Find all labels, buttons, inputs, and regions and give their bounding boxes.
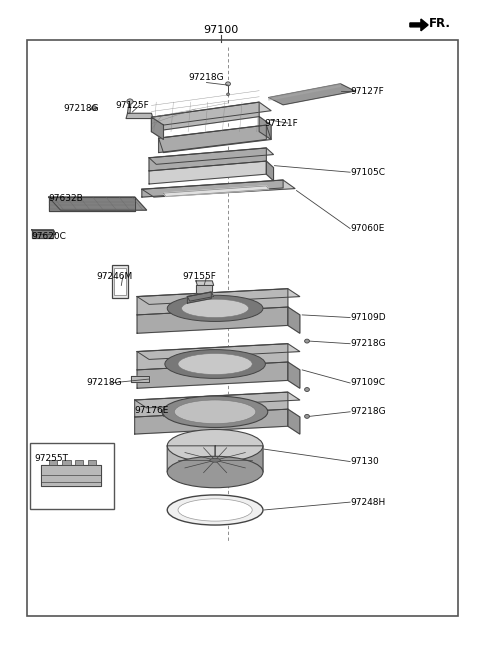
Polygon shape xyxy=(288,409,300,434)
Text: 97121F: 97121F xyxy=(264,119,298,128)
Polygon shape xyxy=(196,285,212,293)
Polygon shape xyxy=(269,84,340,100)
Polygon shape xyxy=(32,230,53,237)
Ellipse shape xyxy=(227,93,229,96)
Polygon shape xyxy=(149,148,266,171)
Polygon shape xyxy=(410,19,428,31)
Ellipse shape xyxy=(162,396,268,428)
Ellipse shape xyxy=(305,388,310,392)
Text: 97218G: 97218G xyxy=(350,407,386,417)
Polygon shape xyxy=(32,230,56,234)
Polygon shape xyxy=(288,307,300,333)
Bar xyxy=(27,40,458,616)
Polygon shape xyxy=(135,409,288,434)
Ellipse shape xyxy=(167,430,263,462)
Polygon shape xyxy=(41,466,101,486)
Polygon shape xyxy=(187,292,211,303)
Polygon shape xyxy=(152,102,259,132)
Polygon shape xyxy=(163,186,269,196)
Text: 97632B: 97632B xyxy=(48,194,84,203)
Polygon shape xyxy=(142,180,283,197)
Text: 97125F: 97125F xyxy=(116,101,149,110)
Ellipse shape xyxy=(305,415,310,419)
Text: 97255T: 97255T xyxy=(34,455,68,463)
Ellipse shape xyxy=(210,459,220,462)
Text: 97109C: 97109C xyxy=(350,379,385,388)
Polygon shape xyxy=(167,446,215,472)
Polygon shape xyxy=(137,289,300,304)
Bar xyxy=(88,460,96,466)
Text: 97620C: 97620C xyxy=(32,232,67,241)
Polygon shape xyxy=(187,292,214,301)
Text: 97127F: 97127F xyxy=(350,87,384,96)
Bar xyxy=(75,460,84,466)
Ellipse shape xyxy=(167,295,263,321)
Ellipse shape xyxy=(226,82,230,86)
Polygon shape xyxy=(137,344,288,370)
Polygon shape xyxy=(259,117,271,140)
Text: 97155F: 97155F xyxy=(182,272,216,281)
Bar xyxy=(112,265,128,298)
Bar xyxy=(62,460,71,466)
Ellipse shape xyxy=(178,499,252,521)
Polygon shape xyxy=(137,289,288,315)
Ellipse shape xyxy=(167,457,263,487)
Text: 97218G: 97218G xyxy=(350,339,386,348)
Polygon shape xyxy=(128,103,131,113)
Text: 97246M: 97246M xyxy=(96,272,132,281)
Bar xyxy=(114,268,126,295)
Text: 97105C: 97105C xyxy=(350,168,385,176)
Polygon shape xyxy=(135,392,300,408)
Ellipse shape xyxy=(167,495,263,525)
Polygon shape xyxy=(126,113,153,119)
Ellipse shape xyxy=(127,99,133,104)
Polygon shape xyxy=(48,197,147,210)
Ellipse shape xyxy=(92,106,96,110)
Text: 97060E: 97060E xyxy=(350,224,384,233)
Polygon shape xyxy=(142,180,295,197)
Polygon shape xyxy=(158,125,266,153)
Polygon shape xyxy=(149,148,274,165)
Polygon shape xyxy=(137,344,300,359)
Text: 97100: 97100 xyxy=(203,25,239,35)
Polygon shape xyxy=(215,446,263,472)
Polygon shape xyxy=(135,392,288,417)
Polygon shape xyxy=(137,307,288,333)
Text: 97248H: 97248H xyxy=(350,498,385,506)
Text: 97130: 97130 xyxy=(350,457,379,466)
Text: FR.: FR. xyxy=(429,17,451,30)
Polygon shape xyxy=(48,197,135,211)
Text: 97218G: 97218G xyxy=(63,104,98,113)
Text: 97218G: 97218G xyxy=(87,379,122,388)
Bar xyxy=(30,443,114,508)
Polygon shape xyxy=(269,84,355,105)
Polygon shape xyxy=(137,362,288,388)
Ellipse shape xyxy=(181,299,249,318)
Text: 97109D: 97109D xyxy=(350,313,386,322)
Polygon shape xyxy=(266,161,274,180)
Ellipse shape xyxy=(178,354,252,375)
Polygon shape xyxy=(152,117,163,140)
Bar xyxy=(48,460,57,466)
Polygon shape xyxy=(152,102,271,125)
Polygon shape xyxy=(149,161,266,184)
Text: 97218G: 97218G xyxy=(189,73,224,83)
Polygon shape xyxy=(196,281,214,285)
Polygon shape xyxy=(131,377,149,382)
Ellipse shape xyxy=(305,339,310,343)
Ellipse shape xyxy=(165,350,265,379)
Polygon shape xyxy=(288,362,300,388)
Ellipse shape xyxy=(174,400,256,424)
Text: 97176E: 97176E xyxy=(135,406,169,415)
Polygon shape xyxy=(158,125,271,153)
